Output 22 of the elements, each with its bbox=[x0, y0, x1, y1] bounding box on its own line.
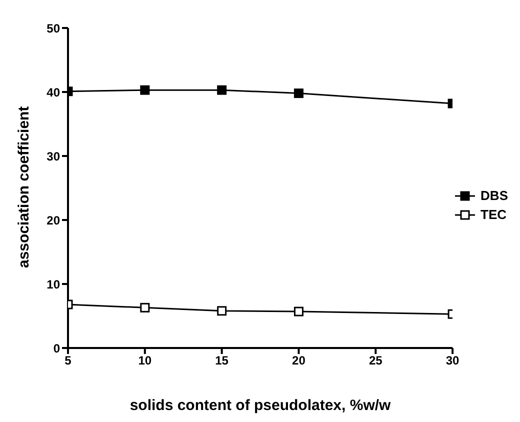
point bbox=[217, 85, 227, 95]
legend-label: DBS bbox=[480, 188, 508, 203]
legend-label: TEC bbox=[480, 207, 507, 222]
x-tick-label: 5 bbox=[64, 354, 72, 368]
x-tick-label: 15 bbox=[215, 354, 229, 368]
point bbox=[140, 85, 150, 95]
y-tick-label: 40 bbox=[46, 85, 60, 100]
x-tick-label: 25 bbox=[368, 354, 383, 368]
point bbox=[294, 88, 304, 98]
x-tick-label: 30 bbox=[446, 354, 460, 368]
y-tick-label: 30 bbox=[46, 149, 60, 164]
y-tick-label: 10 bbox=[46, 277, 60, 292]
y-axis-title: association coefficient bbox=[15, 106, 32, 268]
x-axis-title: solids content of pseudolatex, %w/w bbox=[130, 397, 392, 414]
x-tick-label: 10 bbox=[138, 354, 152, 368]
y-tick-label: 20 bbox=[46, 213, 60, 228]
x-tick-label: 20 bbox=[292, 354, 306, 368]
point bbox=[217, 306, 227, 316]
point bbox=[140, 302, 150, 312]
point bbox=[294, 306, 304, 316]
y-tick-label: 0 bbox=[53, 341, 60, 356]
y-tick-label: 50 bbox=[46, 21, 60, 36]
